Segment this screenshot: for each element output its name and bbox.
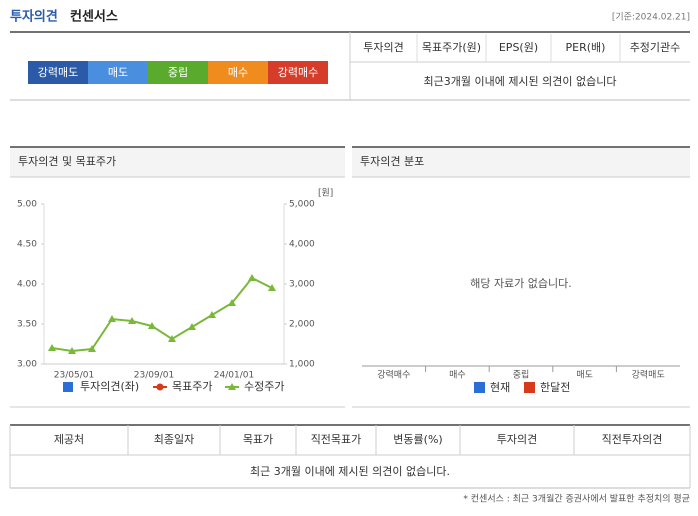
y2-tick-label: 3,000 — [289, 280, 315, 290]
marker — [228, 299, 236, 306]
y-tick-label: 5.00 — [17, 200, 37, 210]
table-header: PER(배) — [566, 41, 606, 54]
rating-chip — [28, 61, 88, 84]
table-header: 목표주가(원) — [422, 41, 481, 54]
x-tick-label: 매수 — [449, 370, 466, 381]
rating-chip — [148, 61, 208, 84]
no-data: 해당 자료가 없습니다. — [470, 276, 572, 290]
rating-label: 매도 — [108, 66, 128, 79]
panel-header — [10, 147, 345, 177]
marker — [248, 274, 256, 281]
rating-label: 매수 — [228, 66, 248, 79]
legend-label: 한달전 — [540, 381, 570, 394]
rating-label: 중립 — [168, 66, 188, 79]
y-tick-label: 4.50 — [17, 240, 37, 250]
x-tick-label: 중립 — [513, 370, 530, 381]
date: [기준:2024.02.21] — [612, 12, 690, 23]
rating-chip — [88, 61, 148, 84]
rating-chip — [268, 61, 328, 84]
x-tick-label: 강력매수 — [377, 369, 410, 381]
y2-tick-label: 5,000 — [289, 200, 315, 210]
line — [51, 276, 273, 353]
y-tick-label: 3.00 — [17, 360, 37, 370]
subtitle: 컨센서스 — [70, 9, 118, 25]
table-header: 투자의견 — [497, 433, 537, 446]
marker — [88, 345, 96, 352]
table-header: 추정기관수 — [630, 41, 681, 54]
table-header: 직전목표가 — [311, 433, 362, 446]
rating-label: 강력매도 — [38, 66, 78, 79]
title: 투자의견 — [10, 9, 58, 25]
table-header: 변동률(%) — [393, 433, 442, 446]
marker — [148, 322, 156, 329]
marker — [268, 284, 276, 291]
y-tick-label: 3.50 — [17, 320, 37, 330]
x-tick-label: 24/01/01 — [214, 371, 254, 381]
x-tick-label: 강력매도 — [632, 369, 665, 381]
marker — [168, 335, 176, 342]
rating-label: 강력매수 — [278, 66, 318, 79]
legend-label: 목표주가 — [172, 380, 212, 393]
chart-title: 투자의견 및 목표주가 — [18, 155, 116, 168]
x-tick-label: 23/05/01 — [54, 371, 94, 381]
marker — [48, 344, 56, 351]
y2-tick-label: 4,000 — [289, 240, 315, 250]
empty-message: 최근3개월 이내에 제시된 의견이 없습니다 — [423, 75, 616, 88]
panel-header — [352, 147, 690, 177]
legend-marker — [228, 383, 236, 390]
legend-marker — [63, 382, 73, 392]
legend-marker — [474, 382, 485, 393]
legend-label: 현재 — [490, 381, 510, 394]
table-header: 목표가 — [243, 433, 273, 446]
marker — [128, 317, 136, 324]
marker — [108, 315, 116, 322]
legend-marker — [524, 382, 535, 393]
legend-label: 수정주가 — [244, 380, 284, 393]
rating-chip — [208, 61, 268, 84]
marker — [188, 323, 196, 330]
legend-label: 투자의견(좌) — [80, 380, 139, 393]
table-header: 직전투자의견 — [602, 433, 663, 446]
table-header: EPS(원) — [499, 41, 538, 54]
marker — [68, 347, 76, 354]
marker — [208, 311, 216, 318]
table-header: 최종일자 — [154, 432, 194, 446]
axis-unit: [원] — [318, 188, 333, 199]
x-tick-label: 매도 — [576, 370, 593, 381]
y-tick-label: 4.00 — [17, 280, 37, 290]
legend-marker — [156, 383, 164, 391]
x-tick-label: 23/09/01 — [134, 371, 174, 381]
footnote: * 컨센서스 : 최근 3개월간 증권사에서 발표한 추정치의 평균 — [463, 493, 690, 505]
y2-tick-label: 2,000 — [289, 320, 315, 330]
chart-title: 투자의견 분포 — [360, 155, 424, 168]
table-header: 투자의견 — [363, 41, 403, 54]
y2-tick-label: 1,000 — [289, 360, 315, 370]
empty-message: 최근 3개월 이내에 제시된 의견이 없습니다. — [250, 465, 450, 478]
table-header: 제공처 — [54, 433, 84, 446]
